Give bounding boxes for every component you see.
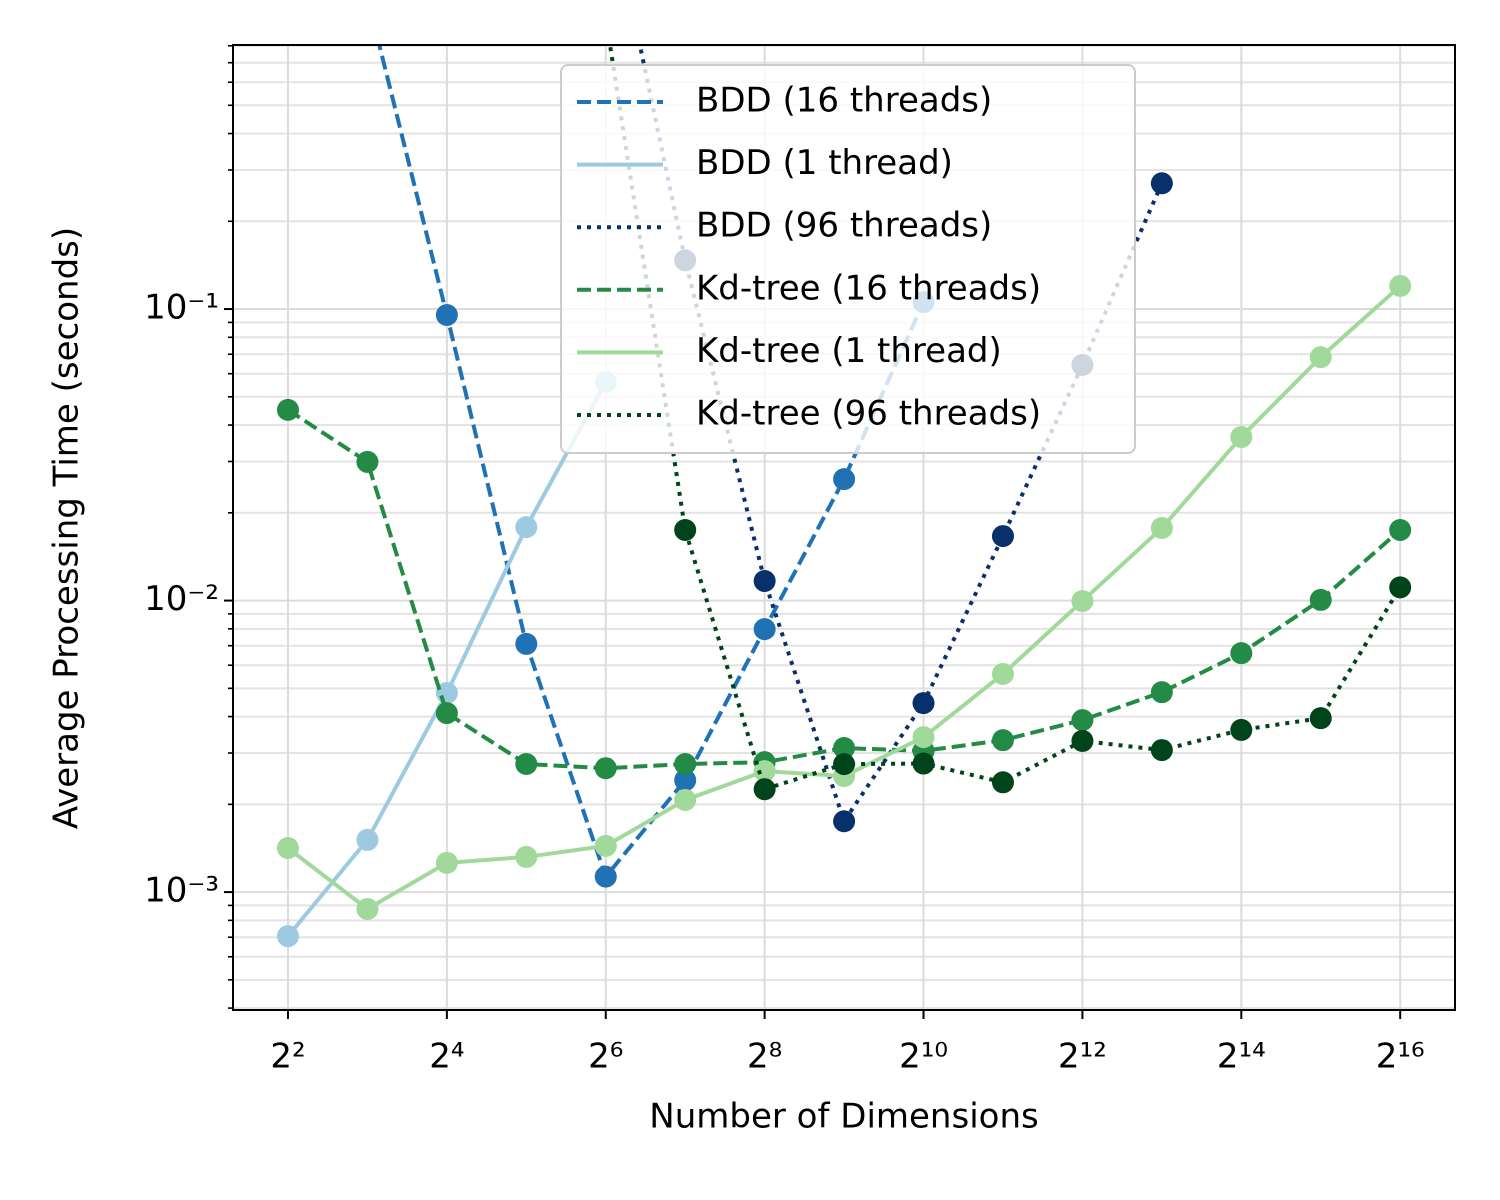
x-tick-label: 2¹⁶ [1376,1037,1425,1077]
x-tick-label: 2² [270,1037,305,1077]
legend: BDD (16 threads) BDD (1 thread) BDD (96 th… [560,64,1136,454]
legend-label: BDD (96 threads) [696,206,992,246]
data-point [276,398,299,421]
data-point [515,632,538,655]
data-point [1230,718,1253,741]
data-point [674,769,697,792]
data-point [912,692,935,715]
data-point [435,702,458,725]
data-point [753,760,776,783]
legend-label: BDD (16 threads) [696,81,992,121]
data-point [1230,425,1253,448]
data-point [435,304,458,327]
data-point [515,516,538,539]
data-point [356,897,379,920]
data-point [1389,519,1412,542]
series-line [377,45,926,881]
x-axis-label: Number of Dimensions [649,1097,1038,1137]
x-tick-label: 2¹⁴ [1217,1037,1266,1077]
data-point [435,851,458,874]
data-point [674,788,697,811]
data-point [833,468,856,491]
legend-label: Kd-tree (16 threads) [696,268,1041,308]
data-point [674,519,697,542]
data-point [276,837,299,860]
x-tick-label: 2¹² [1058,1037,1107,1077]
data-point [594,834,617,857]
data-point [356,828,379,851]
data-point [1230,642,1253,665]
data-point [515,845,538,868]
y-tick-label: 10⁻² [144,579,219,619]
legend-label: Kd-tree (1 thread) [696,331,1002,371]
data-point [515,753,538,776]
axes: 10⁻³ 10⁻² 10⁻¹ 2² 2⁴ 2⁶ 2⁸ 2¹⁰ 2¹² 2¹⁴ 2¹⁶ [144,44,1425,1077]
data-point [594,865,617,888]
data-point [1389,274,1412,297]
data-point [833,737,856,760]
data-point [356,450,379,473]
series-line [607,45,1402,792]
x-tick-label: 2⁸ [747,1037,782,1077]
data-point [912,752,935,775]
data-point [1071,729,1094,752]
data-point [991,525,1014,548]
data-point [833,753,856,776]
legend-label: BDD (1 thread) [696,143,953,183]
data-point [1309,588,1332,611]
data-point [912,726,935,749]
x-tick-label: 2⁴ [429,1037,464,1077]
data-point [1150,516,1173,539]
data-point [674,753,697,776]
data-point [991,771,1014,794]
x-tick-label: 2¹⁰ [899,1037,948,1077]
y-axis-label: Average Processing Time (seconds) [47,227,87,829]
data-point [1150,681,1173,704]
data-point [991,729,1014,752]
data-point [753,570,776,593]
data-point [1150,172,1173,195]
axes-frame [232,44,1456,1011]
legend-label: Kd-tree (96 threads) [696,394,1041,434]
data-point [833,810,856,833]
y-tick-label: 10⁻³ [144,871,219,911]
data-point [991,662,1014,685]
data-point [753,778,776,801]
x-tick-label: 2⁶ [588,1037,623,1077]
data-point [1071,709,1094,732]
data-point [1150,739,1173,762]
data-point [1071,590,1094,613]
data-point [1389,576,1412,599]
data-point [1309,707,1332,730]
data-point [594,757,617,780]
y-tick-label: 10⁻¹ [144,288,219,328]
data-point [1309,346,1332,369]
data-point [753,618,776,641]
legend-box [560,64,1136,454]
data-point [276,925,299,948]
